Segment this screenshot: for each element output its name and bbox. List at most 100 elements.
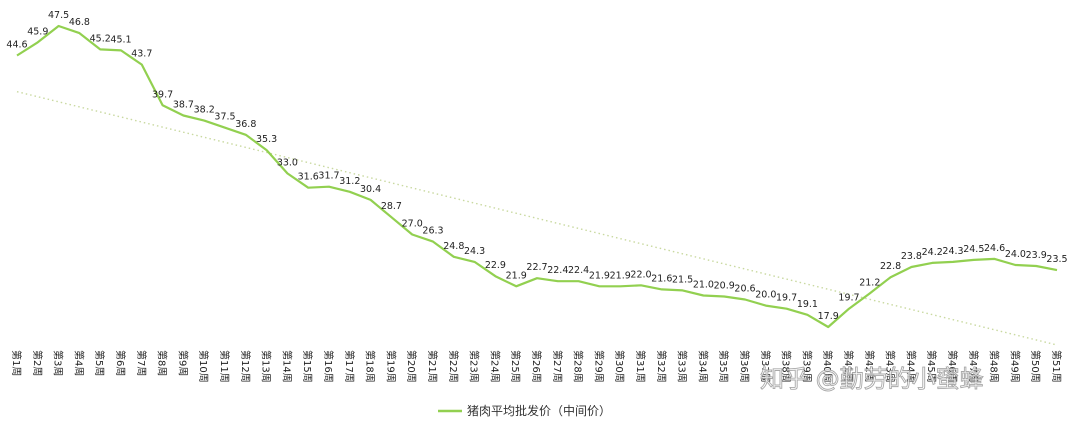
data-label: 21.5 <box>672 274 693 285</box>
x-tick-label: 第5周 <box>93 350 106 376</box>
data-label: 45.2 <box>90 33 111 44</box>
data-label: 21.9 <box>506 270 527 281</box>
x-tick-label: 第49周 <box>1008 350 1021 383</box>
data-label: 23.9 <box>1026 250 1047 261</box>
x-tick-label: 第46周 <box>946 350 959 383</box>
x-tick-label: 第27周 <box>551 350 564 383</box>
x-tick-label: 第14周 <box>280 350 293 383</box>
x-tick-label: 第12周 <box>239 350 252 383</box>
x-tick-label: 第41周 <box>842 350 855 383</box>
series-line-layer <box>16 24 1058 329</box>
data-label: 44.6 <box>6 40 27 51</box>
data-label: 21.2 <box>859 277 880 288</box>
x-tick-label: 第8周 <box>156 350 169 376</box>
x-tick-label: 第7周 <box>135 350 148 376</box>
data-label: 20.9 <box>714 281 735 292</box>
watermark-text: 知乎 @勤劳的小蜜蜂 <box>760 365 984 393</box>
data-label: 30.4 <box>360 184 381 195</box>
x-tick-label: 第35周 <box>717 350 730 383</box>
x-tick-label: 第31周 <box>634 350 647 383</box>
x-tick-label: 第39周 <box>800 350 813 383</box>
data-label: 22.7 <box>526 262 547 273</box>
x-tick-label: 第28周 <box>572 350 585 383</box>
x-tick-label: 第2周 <box>31 350 44 376</box>
x-tick-label: 第10周 <box>197 350 210 383</box>
x-tick-label: 第29周 <box>592 350 605 383</box>
x-tick-label: 第13周 <box>260 350 273 383</box>
x-tick-label: 第19周 <box>384 350 397 383</box>
x-tick-label: 第45周 <box>925 350 938 383</box>
x-tick-label: 第23周 <box>468 350 481 383</box>
x-tick-label: 第37周 <box>759 350 772 383</box>
x-tick-label: 第6周 <box>114 350 127 376</box>
data-label-layer: 44.645.947.546.845.2 45.143.7 39.738.7 38.2… <box>6 10 1067 322</box>
data-label: 36.8 <box>235 119 256 130</box>
data-label: 24.6 <box>984 243 1005 254</box>
data-label: 46.8 <box>69 17 90 28</box>
data-label: 27.0 <box>402 219 423 230</box>
data-label: 24.3 <box>942 246 963 257</box>
data-label: 43.7 <box>131 49 152 60</box>
data-label: 23.8 <box>901 251 922 262</box>
data-label: 21.6 <box>651 273 672 284</box>
data-label: 45.9 <box>27 26 48 37</box>
data-label: 20.6 <box>734 284 755 295</box>
data-label: 26.3 <box>422 226 443 237</box>
data-label: 47.5 <box>48 10 69 21</box>
trendline <box>16 90 1058 346</box>
x-tick-label: 第3周 <box>52 350 65 376</box>
x-tick-label: 第11周 <box>218 350 231 383</box>
x-tick-label: 第51周 <box>1050 350 1063 383</box>
data-label: 22.8 <box>880 261 901 272</box>
x-tick-label: 第21周 <box>426 350 439 383</box>
x-tick-label: 第50周 <box>1029 350 1042 383</box>
data-label: 21.9 <box>589 270 610 281</box>
x-tick-label: 第30周 <box>613 350 626 383</box>
data-label: 22.4 <box>547 265 568 276</box>
x-tick-label: 第24周 <box>488 350 501 383</box>
x-tick-label: 第18周 <box>364 350 377 383</box>
x-tick-label: 第44周 <box>904 350 917 383</box>
x-tick-label: 第36周 <box>738 350 751 383</box>
legend-label: 猪肉平均批发价（中间价） <box>467 403 611 418</box>
data-label: 24.8 <box>443 241 464 252</box>
data-label: 19.1 <box>797 299 818 310</box>
x-tick-label: 第20周 <box>405 350 418 383</box>
x-tick-label: 第43周 <box>884 350 897 383</box>
legend: 猪肉平均批发价（中间价） <box>438 403 611 418</box>
data-label: 22.0 <box>630 269 651 280</box>
data-label: 39.7 <box>152 89 173 100</box>
data-label: 28.7 <box>381 201 402 212</box>
data-label: 19.7 <box>776 293 797 304</box>
data-label: 21.9 <box>610 270 631 281</box>
x-tick-label: 第16周 <box>322 350 335 383</box>
data-label: 24.5 <box>963 244 984 255</box>
data-label: 20.0 <box>755 290 776 301</box>
data-label: 17.9 <box>818 311 839 322</box>
data-label: 19.7 <box>838 293 859 304</box>
data-label: 23.5 <box>1046 254 1067 265</box>
data-label: 38.2 <box>194 105 215 116</box>
data-label: 31.7 <box>318 171 339 182</box>
data-label: 37.5 <box>214 112 235 123</box>
x-tick-label: 第25周 <box>509 350 522 383</box>
trendline-layer <box>16 90 1058 346</box>
x-tick-label: 第33周 <box>676 350 689 383</box>
x-tick-label: 第4周 <box>72 350 85 376</box>
data-label: 33.0 <box>277 157 298 168</box>
x-tick-label: 第42周 <box>863 350 876 383</box>
data-label: 38.7 <box>173 100 194 111</box>
x-tick-label: 第9周 <box>176 350 189 376</box>
x-tick-label: 第15周 <box>301 350 314 383</box>
data-label: 31.2 <box>339 176 360 187</box>
data-label: 21.0 <box>693 280 714 291</box>
data-label: 22.9 <box>485 260 506 271</box>
x-tick-label: 第32周 <box>655 350 668 383</box>
data-label: 35.3 <box>256 134 277 145</box>
data-label: 24.3 <box>464 246 485 257</box>
data-label: 24.2 <box>922 247 943 258</box>
x-tick-label: 第40周 <box>821 350 834 383</box>
data-label: 45.1 <box>110 34 131 45</box>
x-axis-tick-labels: 第1周 第2周 第3周 第4周 第5周 第6周 第7周 第8周 第9周 第10周 第11周 第12周第… <box>10 350 1063 383</box>
